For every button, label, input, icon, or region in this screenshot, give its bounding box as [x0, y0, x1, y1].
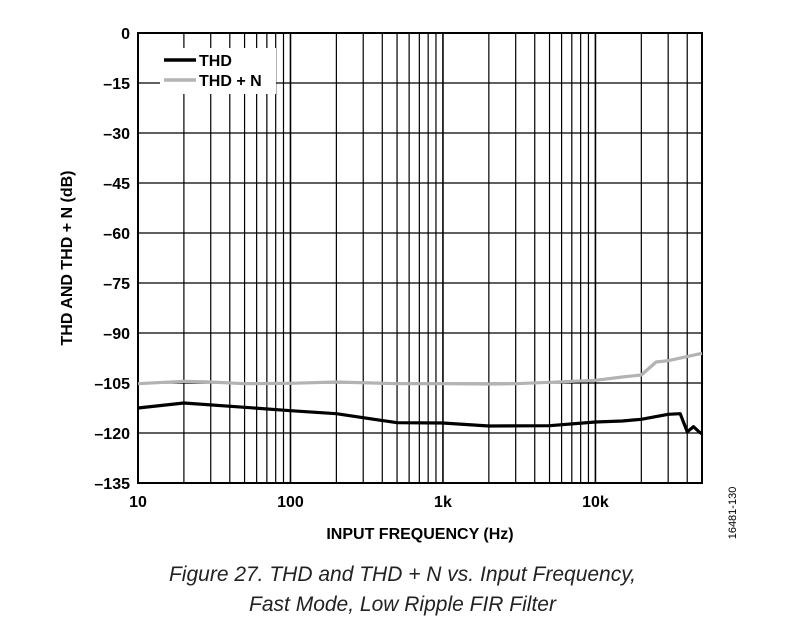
x-axis-label: INPUT FREQUENCY (Hz) — [326, 526, 513, 543]
x-tick-label: 1k — [434, 494, 452, 511]
y-tick-label: –75 — [103, 276, 130, 293]
series-layer — [137, 351, 703, 436]
y-tick-label: –15 — [103, 76, 130, 93]
x-tick-label: 100 — [277, 494, 304, 511]
figure-id: 16481-130 — [727, 487, 739, 540]
y-tick-label: 0 — [121, 26, 130, 43]
x-tick-label: 10 — [129, 494, 147, 511]
series-line-thd-n — [137, 351, 703, 386]
y-tick-label: –120 — [94, 426, 130, 443]
y-tick-label: –135 — [94, 476, 130, 493]
x-tick-label: 10k — [582, 494, 609, 511]
y-tick-label: –60 — [103, 226, 130, 243]
y-tick-label: –30 — [103, 126, 130, 143]
y-tick-label: –105 — [94, 376, 130, 393]
y-tick-label: –45 — [103, 176, 130, 193]
y-axis-label: THD AND THD + N (dB) — [59, 171, 76, 346]
legend: THD THD + N — [160, 48, 276, 94]
legend-label-thd: THD — [199, 53, 232, 70]
figure-caption-line-2: Fast Mode, Low Ripple FIR Filter — [249, 593, 556, 616]
figure-caption-line-1: Figure 27. THD and THD + N vs. Input Fre… — [168, 563, 637, 586]
legend-background — [160, 48, 276, 94]
series-line-thd — [137, 401, 703, 436]
grid-lines — [138, 33, 702, 483]
plot-border — [137, 32, 703, 484]
y-tick-label: –90 — [103, 326, 130, 343]
legend-label-thd-n: THD + N — [199, 73, 262, 90]
